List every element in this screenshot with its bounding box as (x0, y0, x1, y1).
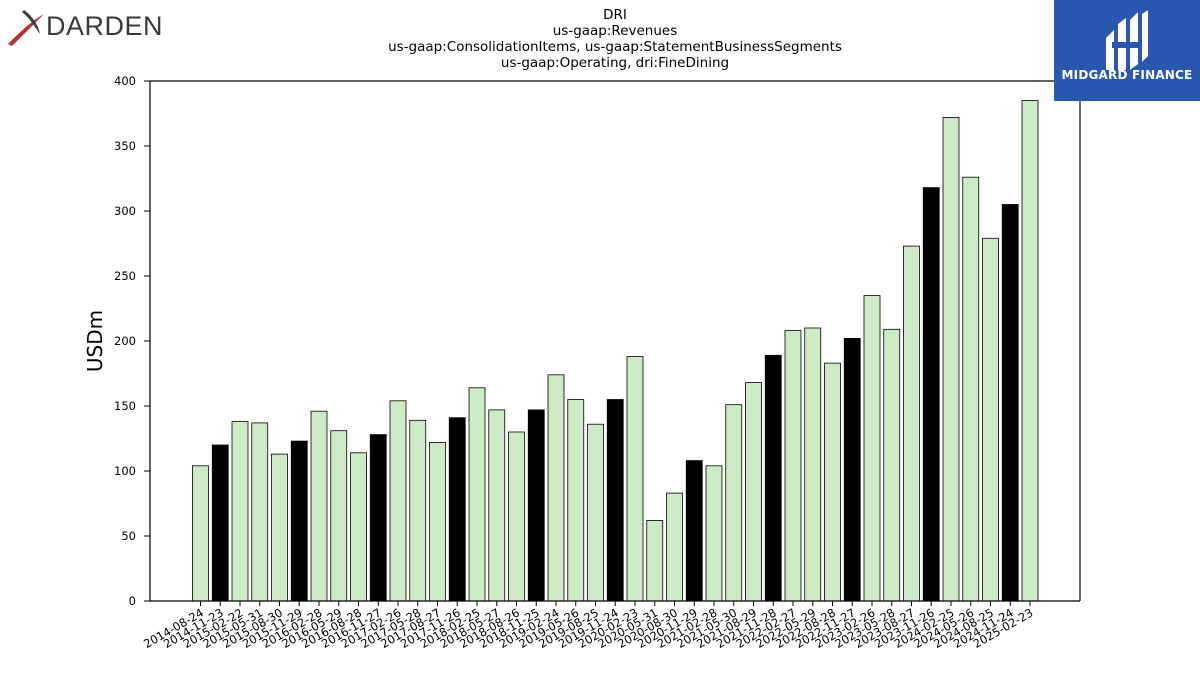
bar (824, 362, 841, 602)
bar (942, 117, 960, 602)
bar (231, 421, 249, 602)
bar (389, 400, 407, 602)
bar (883, 328, 901, 602)
y-tick-label: 300 (114, 204, 136, 218)
y-tick-label: 100 (114, 464, 136, 478)
bar (192, 465, 209, 602)
bar (547, 374, 565, 602)
chart-title: DRI us-gaap:Revenues us-gaap:Consolidation… (300, 7, 930, 71)
bar (646, 520, 664, 602)
bar (409, 419, 427, 602)
bar (843, 337, 861, 602)
bar (330, 430, 348, 602)
bar (606, 399, 624, 602)
y-tick-label: 350 (114, 139, 136, 153)
bar (350, 452, 367, 602)
logo-text: DARDEN (46, 11, 163, 41)
brand-name: MIDGARD FINANCE (1061, 68, 1193, 82)
bar (251, 422, 269, 602)
y-tick-label: 0 (129, 594, 136, 608)
bar (488, 409, 506, 602)
y-tick-label: 250 (114, 269, 136, 283)
bar (962, 176, 980, 602)
bar (922, 187, 940, 602)
bar (626, 356, 644, 602)
bar (784, 330, 802, 602)
bar (685, 460, 703, 602)
bar (1001, 204, 1019, 602)
bar (211, 444, 229, 602)
bar (508, 431, 525, 602)
title-line: us-gaap:ConsolidationItems, us-gaap:Stat… (388, 39, 842, 55)
bar (1021, 100, 1039, 602)
bar (804, 327, 822, 602)
bar (705, 465, 723, 602)
bar (369, 434, 387, 602)
bar (764, 354, 782, 602)
y-tick-label: 400 (114, 74, 136, 88)
title-line: us-gaap:Revenues (552, 23, 678, 39)
darden-logo: DARDEN (4, 4, 164, 48)
y-tick-label: 150 (114, 399, 136, 413)
bar (310, 410, 328, 602)
logo-swoosh-dark (22, 10, 40, 34)
bar (429, 441, 446, 602)
bar (745, 382, 762, 602)
y-axis-label: USDm (83, 310, 107, 372)
bar (666, 492, 683, 602)
bar (587, 423, 604, 602)
bar (527, 409, 545, 602)
bar (271, 453, 288, 602)
bar (567, 399, 585, 602)
bar (725, 404, 743, 602)
bar (448, 417, 466, 602)
y-tick-label: 50 (121, 529, 136, 543)
y-tick-label: 200 (114, 334, 136, 348)
title-line: us-gaap:Operating, dri:FineDining (500, 55, 730, 71)
bar (468, 387, 486, 602)
title-line: DRI (603, 7, 627, 23)
bar (982, 237, 999, 602)
brand-mark-icon (1106, 10, 1148, 70)
bar (863, 295, 881, 602)
midgard-finance-logo: MIDGARD FINANCE (1054, 0, 1200, 101)
bar (290, 440, 308, 602)
bar (903, 245, 920, 602)
